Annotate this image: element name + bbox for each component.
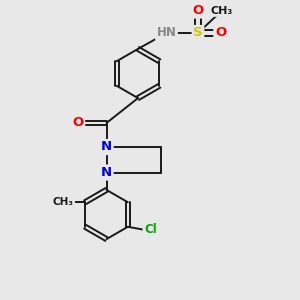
Text: O: O [215,26,226,40]
Text: S: S [193,26,203,40]
Text: O: O [192,4,204,17]
Text: O: O [72,116,84,130]
Text: N: N [101,166,112,179]
Text: N: N [101,140,112,154]
Text: Cl: Cl [144,223,157,236]
Text: CH₃: CH₃ [53,197,74,207]
Text: HN: HN [157,26,176,40]
Text: CH₃: CH₃ [211,5,233,16]
